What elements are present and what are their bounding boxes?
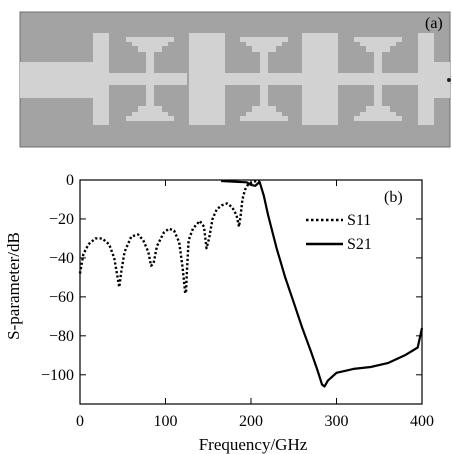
series-s21-line: [221, 179, 424, 388]
legend: S11 S21: [306, 212, 372, 253]
y-tick-label: 0: [66, 172, 74, 189]
defected-ground-cells: [126, 37, 402, 121]
y-tick-label: −40: [49, 250, 74, 267]
legend-s11-label: S11: [347, 212, 371, 229]
layout-figure: (a): [19, 11, 451, 148]
y-tick-label: −20: [49, 211, 74, 228]
x-tick-label: 200: [239, 413, 263, 430]
tick-labels: 0 100 200 300 400 0 −20 −40 −60 −80 −100: [41, 172, 434, 430]
s-parameter-chart: 0 100 200 300 400 0 −20 −40 −60 −80 −100 (b) S11 S…: [4, 172, 434, 454]
x-axis-label: Frequency/GHz: [199, 435, 308, 454]
x-tick-label: 300: [325, 413, 349, 430]
legend-s21-label: S21: [347, 236, 372, 253]
x-tick-label: 0: [76, 413, 84, 430]
port-marker: [447, 78, 451, 82]
y-axis-label: S-parameter/dB: [4, 232, 23, 340]
y-tick-label: −100: [41, 367, 74, 384]
panel-b-label: (b): [384, 189, 403, 206]
series-s11-line: [78, 179, 260, 295]
panel-a-label: (a): [425, 15, 443, 32]
x-tick-label: 100: [154, 413, 178, 430]
x-tick-label: 400: [410, 413, 434, 430]
y-tick-label: −60: [49, 289, 74, 306]
y-tick-label: −80: [49, 328, 74, 345]
series-layer: [78, 179, 424, 388]
